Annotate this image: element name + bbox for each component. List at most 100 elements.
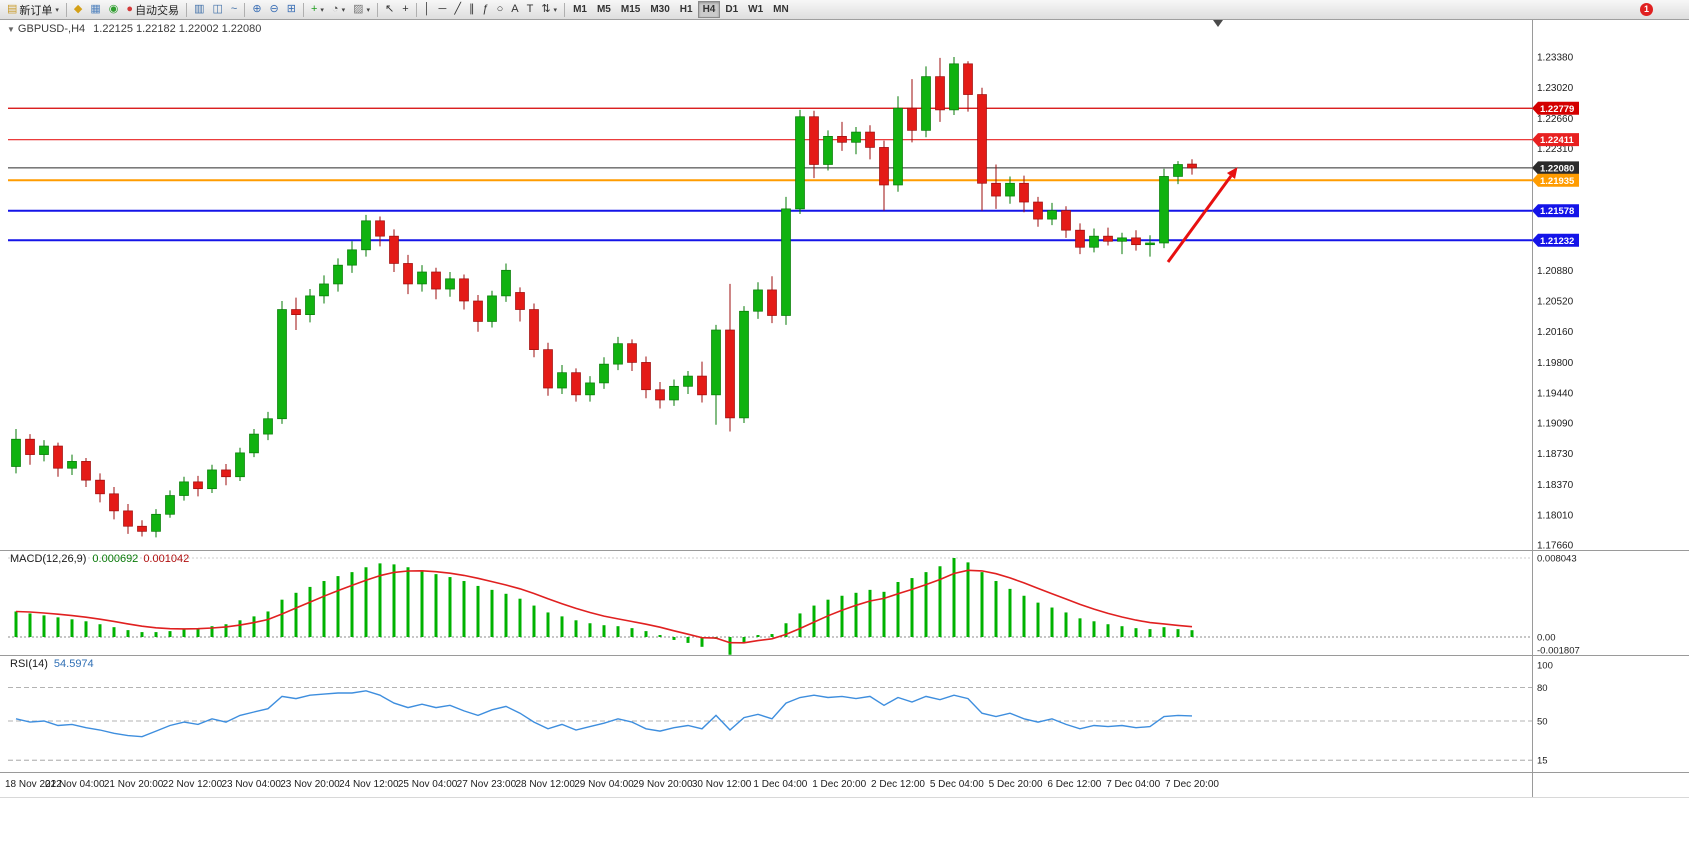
crosshair-icon: + (402, 3, 409, 15)
symbol-period-text: GBPUSD-,H4 (17, 23, 86, 35)
svg-text:5 Dec 20:00: 5 Dec 20:00 (989, 779, 1043, 790)
horizontal-line-button[interactable]: ─ (435, 1, 451, 18)
zoom-in-button[interactable]: ⊕ (248, 1, 265, 18)
timeframe-w1-button[interactable]: W1 (743, 1, 768, 18)
toolbar-separator (65, 2, 67, 17)
price-tag-1.22779: 1.22779 (1532, 101, 1579, 115)
timeframe-m5-button[interactable]: M5 (592, 1, 616, 18)
vertical-line-button[interactable]: │ (420, 1, 435, 18)
market-watch-button[interactable]: ◆ (70, 1, 86, 18)
svg-text:1.20880: 1.20880 (1537, 266, 1574, 277)
price-tag-1.21578: 1.21578 (1532, 204, 1579, 218)
svg-text:1.21578: 1.21578 (1540, 206, 1574, 217)
new-order-button-label: 新订单 (19, 4, 53, 17)
timeframe-d1-button[interactable]: D1 (720, 1, 743, 18)
timeframe-h4-button[interactable]: H4 (697, 1, 721, 18)
rsi-scale[interactable]: 100 80 50 15 (1537, 661, 1553, 767)
ohlc-values-text: 1.22125 1.22182 1.22002 1.22080 (93, 23, 262, 35)
svg-text:80: 80 (1537, 683, 1548, 694)
templates-button[interactable]: ▨ ▾ (349, 1, 374, 18)
zoom-in-icon: ⊕ (252, 3, 262, 15)
timeframe-mn-button[interactable]: MN (768, 1, 794, 18)
data-window-icon: ▦ (90, 3, 101, 15)
data-window-button[interactable]: ▦ (86, 1, 104, 18)
shapes-button[interactable]: ○ (493, 1, 508, 18)
price-tag-1.21232: 1.21232 (1532, 233, 1579, 247)
candlestick-chart-button[interactable]: ◫ (208, 1, 226, 18)
svg-text:7 Dec 04:00: 7 Dec 04:00 (1106, 779, 1160, 790)
svg-text:21 Nov 20:00: 21 Nov 20:00 (104, 779, 164, 790)
macd-plot (14, 558, 1194, 655)
svg-text:6 Dec 12:00: 6 Dec 12:00 (1047, 779, 1101, 790)
toolbar-separator (186, 2, 188, 17)
svg-text:1.22779: 1.22779 (1540, 104, 1574, 115)
timeframe-h1-button[interactable]: H1 (675, 1, 698, 18)
text-button[interactable]: A (507, 1, 522, 18)
rsi-indicator-label: RSI(14) 54.5974 (10, 658, 94, 670)
text-label-icon: T (526, 3, 534, 15)
fibonacci-button[interactable]: ƒ (478, 1, 492, 18)
toolbar-buttons: ▤ 新订单 ▾ ◆ ▦ ◉ ● 自动交易 ▥ ◫ ~ ⊕ ⊖ ⊞ + ▾ ◔ ▾ ▨ ▾ ↖ + │ ─ ╱ ∥ ƒ ○ A T ⇅ ▾ M1 M… (3, 0, 794, 19)
indicators-button[interactable]: + ▾ (307, 1, 328, 18)
periods-button[interactable]: ◔ ▾ (328, 1, 349, 18)
indicators-icon: + (310, 3, 318, 15)
arrows-icon: ⇅ (541, 3, 551, 15)
rsi-line (15, 690, 1193, 738)
rsi-value: 54.5974 (53, 658, 94, 670)
new-order-icon: ▤ (7, 3, 18, 15)
collapse-triangle-icon[interactable]: ▼ (7, 25, 15, 34)
price-tag-1.22411: 1.22411 (1532, 133, 1579, 147)
line-chart-icon: ~ (230, 3, 238, 15)
bar-chart-button[interactable]: ▥ (190, 1, 208, 18)
trendline-icon: ╱ (454, 3, 461, 15)
dropdown-caret-icon: ▾ (366, 6, 371, 14)
svg-text:28 Nov 12:00: 28 Nov 12:00 (515, 779, 575, 790)
arrows-button[interactable]: ⇅ ▾ (537, 1, 561, 18)
svg-text:-0.001807: -0.001807 (1537, 646, 1580, 657)
macd-scale[interactable]: 0.008043 0.00 -0.001807 (1537, 554, 1580, 657)
chart-shift-marker-icon[interactable] (1213, 20, 1223, 27)
channel-button[interactable]: ∥ (465, 1, 479, 18)
svg-text:25 Nov 04:00: 25 Nov 04:00 (398, 779, 458, 790)
line-chart-button[interactable]: ~ (227, 1, 241, 18)
rsi-name: RSI(14) (10, 658, 48, 670)
svg-text:1.22660: 1.22660 (1537, 114, 1574, 125)
timeframe-m15-button[interactable]: M15 (616, 1, 645, 18)
toolbar-separator (564, 2, 566, 17)
zoom-out-button[interactable]: ⊖ (266, 1, 283, 18)
zoom-out-icon: ⊖ (269, 3, 279, 15)
timeframe-m30-button[interactable]: M30 (645, 1, 674, 18)
svg-text:30 Nov 12:00: 30 Nov 12:00 (692, 779, 752, 790)
trendline-button[interactable]: ╱ (450, 1, 465, 18)
price-scale[interactable]: 1.233801.230201.226601.223101.219501.215… (1537, 53, 1574, 552)
auto-trading-button[interactable]: ● 自动交易 (122, 1, 183, 18)
svg-text:1.20520: 1.20520 (1537, 297, 1574, 308)
svg-text:7 Dec 20:00: 7 Dec 20:00 (1165, 779, 1219, 790)
svg-text:15: 15 (1537, 756, 1548, 767)
crosshair-button[interactable]: + (398, 1, 412, 18)
svg-text:29 Nov 20:00: 29 Nov 20:00 (633, 779, 693, 790)
text-label-button[interactable]: T (523, 1, 538, 18)
svg-text:18 Nov 2022: 18 Nov 2022 (5, 779, 62, 790)
macd-signal-line (15, 569, 1193, 644)
macd-signal-value: 0.001042 (143, 553, 190, 565)
tile-windows-button[interactable]: ⊞ (283, 1, 300, 18)
svg-text:24 Nov 12:00: 24 Nov 12:00 (339, 779, 399, 790)
market-watch-icon: ◆ (73, 3, 83, 15)
arrow-annotation[interactable] (1166, 167, 1238, 263)
toolbar-separator (377, 2, 379, 17)
notification-badge[interactable]: 1 (1640, 3, 1653, 16)
sound-alerts-button[interactable]: ◉ (105, 1, 123, 18)
cursor-button[interactable]: ↖ (381, 1, 398, 18)
channel-icon: ∥ (468, 3, 475, 15)
candles (11, 57, 1197, 538)
horizontal-line-icon: ─ (438, 3, 447, 15)
svg-text:50: 50 (1537, 717, 1548, 728)
svg-text:1.19800: 1.19800 (1537, 358, 1574, 369)
new-order-button[interactable]: ▤ 新订单 ▾ (3, 1, 63, 18)
timeframe-m1-button[interactable]: M1 (568, 1, 592, 18)
cursor-icon: ↖ (385, 3, 395, 15)
